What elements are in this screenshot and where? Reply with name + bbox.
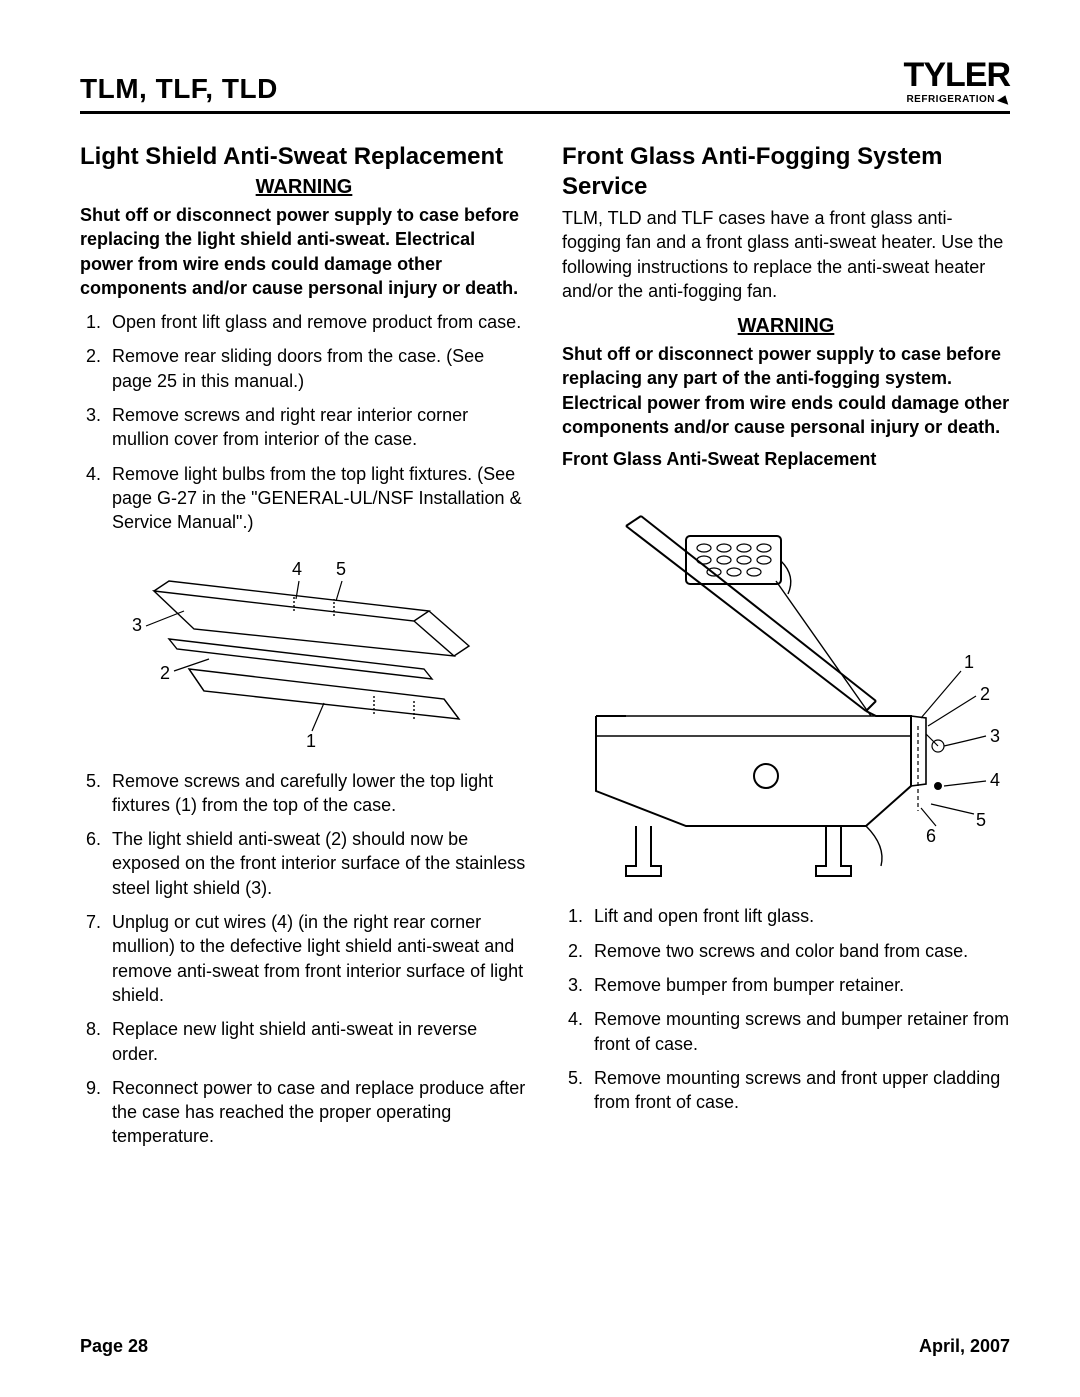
- list-item: Lift and open front lift glass.: [588, 904, 1010, 928]
- list-item: Unplug or cut wires (4) (in the right re…: [106, 910, 528, 1007]
- right-intro: TLM, TLD and TLF cases have a front glas…: [562, 206, 1010, 303]
- list-item: Remove screws and right rear interior co…: [106, 403, 528, 452]
- callout-5: 5: [976, 810, 986, 830]
- callout-2: 2: [160, 663, 170, 683]
- list-item: Remove rear sliding doors from the case.…: [106, 344, 528, 393]
- list-item: Remove bumper from bumper retainer.: [588, 973, 1010, 997]
- callout-3: 3: [990, 726, 1000, 746]
- callout-6: 6: [926, 826, 936, 846]
- list-item: Remove mounting screws and front upper c…: [588, 1066, 1010, 1115]
- brand-logo: TYLER REFRIGERATION: [904, 60, 1010, 105]
- callout-4: 4: [292, 559, 302, 579]
- list-item: Open front lift glass and remove product…: [106, 310, 528, 334]
- case-cross-section-diagram: 1 2 3 4 5 6: [566, 486, 1006, 886]
- left-steps-list-b: Remove screws and carefully lower the to…: [80, 769, 528, 1149]
- right-subhead: Front Glass Anti-Sweat Replacement: [562, 449, 1010, 470]
- page-header: TLM, TLF, TLD TYLER REFRIGERATION: [80, 60, 1010, 114]
- callout-2: 2: [980, 684, 990, 704]
- callout-3: 3: [132, 615, 142, 635]
- footer-date: April, 2007: [919, 1336, 1010, 1357]
- header-title: TLM, TLF, TLD: [80, 73, 278, 105]
- callout-5: 5: [336, 559, 346, 579]
- callout-4: 4: [990, 770, 1000, 790]
- right-heading: Front Glass Anti-Fogging System Service: [562, 142, 1010, 202]
- list-item: Reconnect power to case and replace prod…: [106, 1076, 528, 1149]
- right-warning-body: Shut off or disconnect power supply to c…: [562, 342, 1010, 439]
- left-warning-body: Shut off or disconnect power supply to c…: [80, 203, 528, 300]
- page-footer: Page 28 April, 2007: [80, 1336, 1010, 1357]
- left-steps-list-a: Open front lift glass and remove product…: [80, 310, 528, 534]
- content-columns: Light Shield Anti-Sweat Replacement WARN…: [80, 142, 1010, 1159]
- logo-main-text: TYLER: [904, 60, 1010, 91]
- list-item: Remove light bulbs from the top light fi…: [106, 462, 528, 535]
- callout-1: 1: [306, 731, 316, 751]
- list-item: Remove mounting screws and bumper retain…: [588, 1007, 1010, 1056]
- left-warning-label: WARNING: [80, 176, 528, 199]
- left-column: Light Shield Anti-Sweat Replacement WARN…: [80, 142, 528, 1159]
- right-warning-label: WARNING: [562, 315, 1010, 338]
- list-item: Remove screws and carefully lower the to…: [106, 769, 528, 818]
- light-shield-diagram: 1 2 3 4 5: [114, 551, 494, 751]
- right-steps-list: Lift and open front lift glass. Remove t…: [562, 904, 1010, 1114]
- logo-sub-text: REFRIGERATION: [906, 95, 1010, 104]
- list-item: Replace new light shield anti-sweat in r…: [106, 1017, 528, 1066]
- right-column: Front Glass Anti-Fogging System Service …: [562, 142, 1010, 1159]
- callout-1: 1: [964, 652, 974, 672]
- list-item: Remove two screws and color band from ca…: [588, 939, 1010, 963]
- list-item: The light shield anti-sweat (2) should n…: [106, 827, 528, 900]
- left-heading: Light Shield Anti-Sweat Replacement: [80, 142, 528, 172]
- footer-page: Page 28: [80, 1336, 148, 1357]
